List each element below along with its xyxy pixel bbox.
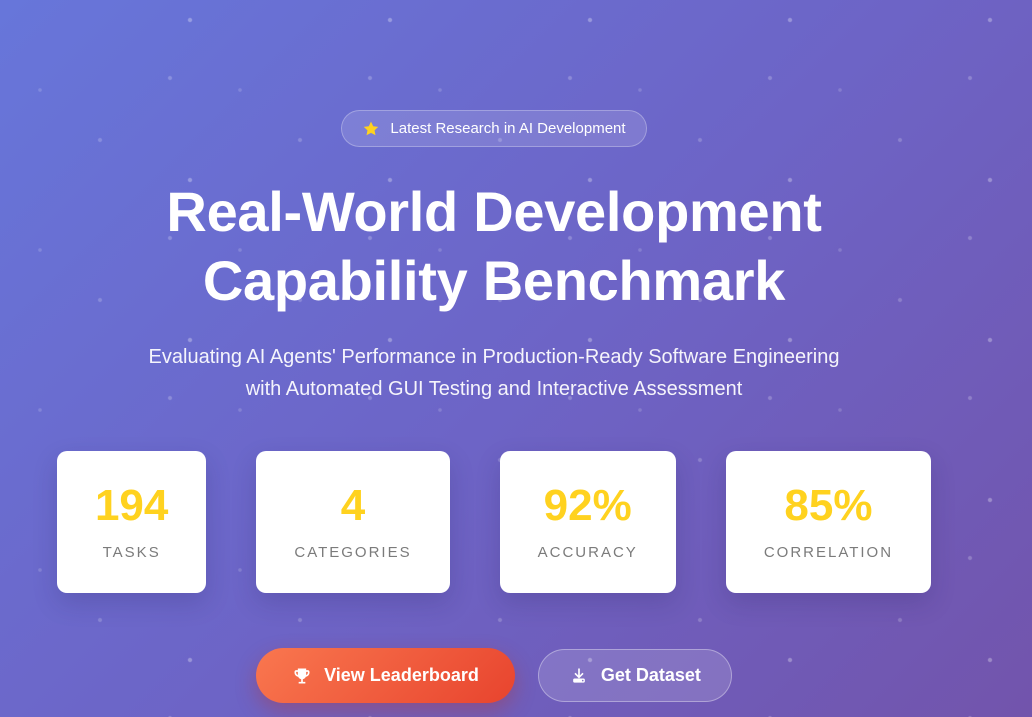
page-title: Real-World Development Capability Benchm… [166, 177, 821, 315]
page-subtitle-line2: with Automated GUI Testing and Interacti… [245, 378, 743, 400]
page-title-line2: Capability Benchmark [202, 249, 786, 312]
stat-label-accuracy: ACCURACY [537, 543, 638, 561]
star-icon [362, 120, 380, 138]
page-title-line1: Real-World Development [166, 180, 822, 243]
stat-value-accuracy: 92% [543, 480, 632, 530]
get-dataset-button[interactable]: Get Dataset [537, 649, 732, 702]
stat-value-categories: 4 [340, 480, 366, 530]
research-badge-label: Latest Research in AI Development [390, 120, 626, 137]
stat-value-tasks: 194 [94, 480, 169, 530]
action-buttons-row: View Leaderboard Get Dataset [256, 648, 732, 703]
stats-row: 194 TASKS 4 CATEGORIES 92% ACCURACY 85% … [56, 451, 932, 593]
stat-card-accuracy: 92% ACCURACY [499, 451, 676, 593]
view-leaderboard-label: View Leaderboard [324, 665, 479, 685]
page-subtitle-line1: Evaluating AI Agents' Performance in Pro… [148, 346, 840, 368]
stat-value-correlation: 85% [784, 480, 873, 530]
stat-card-tasks: 194 TASKS [56, 451, 207, 593]
stat-label-tasks: TASKS [102, 543, 161, 561]
page-subtitle: Evaluating AI Agents' Performance in Pro… [149, 341, 840, 405]
trophy-icon [292, 666, 312, 686]
download-icon [569, 666, 589, 686]
view-leaderboard-button[interactable]: View Leaderboard [256, 648, 515, 703]
get-dataset-label: Get Dataset [600, 665, 701, 685]
stat-card-categories: 4 CATEGORIES [256, 451, 450, 593]
stat-label-categories: CATEGORIES [294, 543, 412, 561]
research-badge: Latest Research in AI Development [341, 110, 647, 147]
stat-card-correlation: 85% CORRELATION [725, 451, 932, 593]
stat-label-correlation: CORRELATION [763, 543, 894, 561]
